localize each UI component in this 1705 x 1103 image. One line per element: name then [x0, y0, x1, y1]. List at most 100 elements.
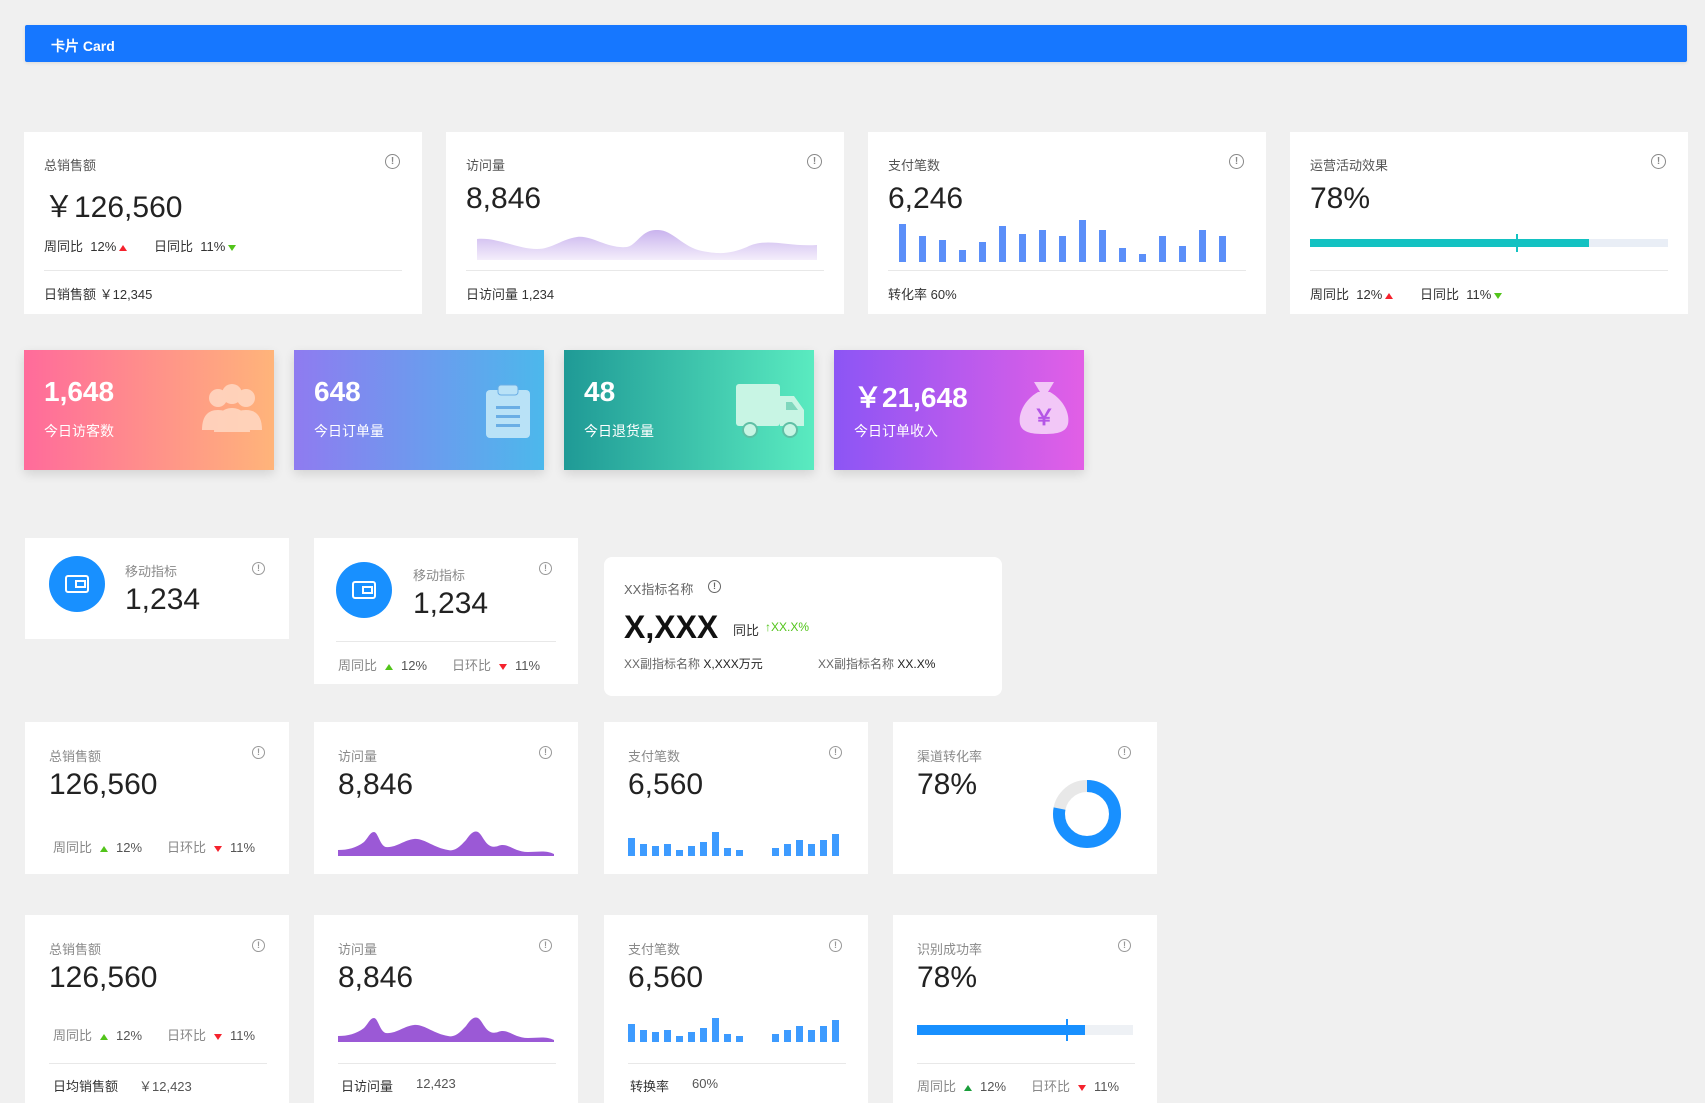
channel-conversion-card: 渠道转化率 ! 78%	[893, 722, 1157, 874]
divider	[338, 1063, 556, 1064]
divider	[917, 1063, 1135, 1064]
revenue-today-card: ￥21,648 今日订单收入 ￥	[834, 350, 1084, 470]
stat-label: 今日访客数	[44, 423, 114, 439]
card-value: 8,846	[466, 182, 542, 215]
stat-label: 今日订单量	[314, 423, 384, 439]
card-value: 8,846	[338, 768, 414, 801]
trend-up-icon	[100, 845, 109, 852]
trend-down-icon	[1078, 1084, 1087, 1091]
day-compare: 日环比 11%	[452, 658, 541, 673]
info-icon[interactable]: !	[252, 562, 265, 575]
info-icon[interactable]: !	[1651, 154, 1666, 169]
info-icon[interactable]: !	[708, 580, 721, 593]
card-value: ￥126,560	[44, 191, 183, 224]
footer-value: 60%	[692, 1076, 719, 1091]
progress-target-marker	[1066, 1019, 1068, 1041]
card-label: 访问量	[466, 158, 506, 173]
footer-label: 日均销售额	[53, 1079, 119, 1094]
stat-value: ￥21,648	[854, 382, 968, 413]
card-label: 支付笔数	[628, 942, 681, 957]
week-compare: 周同比 12%	[917, 1079, 1007, 1094]
xx-indicator-card: XX指标名称 ! X,XXX 同比 ↑XX.X% XX副指标名称 X,XXX万元…	[604, 557, 1002, 696]
card-value: 78%	[917, 961, 978, 994]
trend-up-icon	[964, 1084, 973, 1091]
info-icon[interactable]: !	[539, 562, 552, 575]
card-label: 总销售额	[49, 749, 102, 764]
clipboard-icon	[486, 384, 530, 438]
visitors-today-card: 1,648 今日访客数	[24, 350, 274, 470]
info-icon[interactable]: !	[1118, 939, 1131, 952]
card-value: 8,846	[338, 961, 414, 994]
card-label: 渠道转化率	[917, 749, 983, 764]
card-footer: 日销售额 ￥12,345	[44, 287, 153, 302]
payments-bar-chart	[628, 1018, 839, 1042]
footer-value: ￥12,423	[139, 1079, 192, 1094]
footer-label: 转换率	[630, 1079, 670, 1094]
card-value: 126,560	[49, 961, 158, 994]
info-icon[interactable]: !	[539, 939, 552, 952]
metric-value: 1,234	[413, 587, 489, 620]
divider	[44, 270, 402, 271]
info-icon[interactable]: !	[252, 746, 265, 759]
info-icon[interactable]: !	[829, 746, 842, 759]
card-value: 78%	[1310, 182, 1371, 215]
day-compare: 日同比 11%	[1420, 284, 1503, 303]
truck-icon	[736, 384, 804, 438]
conversion-donut-chart	[1053, 780, 1121, 848]
svg-text:￥: ￥	[1033, 405, 1055, 430]
trend-down-icon	[499, 663, 508, 670]
payments-card: 支付笔数 ! 6,246 转化率 60%	[868, 132, 1266, 314]
card-label: 支付笔数	[628, 749, 681, 764]
week-compare: 周同比 12%	[53, 840, 143, 855]
stat-value: 1,648	[44, 376, 115, 407]
trend-up-icon	[100, 1033, 109, 1040]
info-icon[interactable]: !	[1118, 746, 1131, 759]
info-icon[interactable]: !	[252, 939, 265, 952]
visits-area-chart	[477, 229, 817, 260]
day-compare: 日环比 11%	[167, 1028, 256, 1043]
card-label: 运营活动效果	[1310, 158, 1389, 173]
metric-value: 1,234	[125, 583, 201, 616]
visits-footer-card: 访问量 ! 8,846 日访问量 12,423	[314, 915, 578, 1103]
footer-label: 日访问量	[341, 1079, 394, 1094]
info-icon[interactable]: !	[807, 154, 822, 169]
campaign-progress-track	[1310, 234, 1668, 252]
info-icon[interactable]: !	[539, 746, 552, 759]
card-label: 访问量	[338, 942, 378, 957]
info-icon[interactable]: !	[1229, 154, 1244, 169]
users-icon	[202, 384, 262, 432]
week-compare: 周同比 12%	[53, 1028, 143, 1043]
week-compare: 周同比 12%	[44, 236, 128, 255]
payments-bar-chart	[899, 220, 1226, 262]
recognition-progress-track	[917, 1019, 1133, 1041]
total-sales-card: 总销售额 ! ￥126,560 周同比 12% 日同比 11% 日销售额 ￥12…	[24, 132, 422, 314]
metric-label: 移动指标	[125, 564, 178, 579]
card-label: 总销售额	[49, 942, 102, 957]
trend-down-icon	[214, 845, 223, 852]
divider	[466, 270, 824, 271]
divider	[1310, 270, 1668, 271]
visits-mini-card: 访问量 ! 8,846	[314, 722, 578, 874]
card-footer: 日访问量 1,234	[466, 287, 555, 302]
info-icon[interactable]: !	[829, 939, 842, 952]
page-header-bar: 卡片 Card	[25, 25, 1687, 62]
footer-value: 12,423	[416, 1076, 456, 1091]
mobile-metric-card-1: 移动指标 ! 1,234	[25, 538, 289, 639]
stat-value: 48	[584, 376, 616, 407]
card-label: 总销售额	[44, 158, 97, 173]
trend-up-icon	[1385, 292, 1394, 299]
campaign-progress-fill	[1310, 239, 1590, 247]
visits-area-chart	[338, 831, 554, 856]
payments-footer-card: 支付笔数 ! 6,560 转换率 60%	[604, 915, 868, 1103]
recognition-rate-card: 识别成功率 ! 78% 周同比 12% 日环比 11%	[893, 915, 1157, 1103]
card-value: 6,246	[888, 182, 964, 215]
trend-down-icon	[214, 1033, 223, 1040]
divider	[888, 270, 1246, 271]
stat-label: 今日退货量	[584, 423, 654, 439]
stat-label: 今日订单收入	[854, 423, 938, 439]
day-compare: 日环比 11%	[167, 840, 256, 855]
info-icon[interactable]: !	[385, 154, 400, 169]
day-compare: 日同比 11%	[154, 236, 237, 255]
total-sales-footer-card: 总销售额 ! 126,560 周同比 12% 日环比 11% 日均销售额 ￥12,4…	[25, 915, 289, 1103]
orders-today-card: 648 今日订单量	[294, 350, 544, 470]
